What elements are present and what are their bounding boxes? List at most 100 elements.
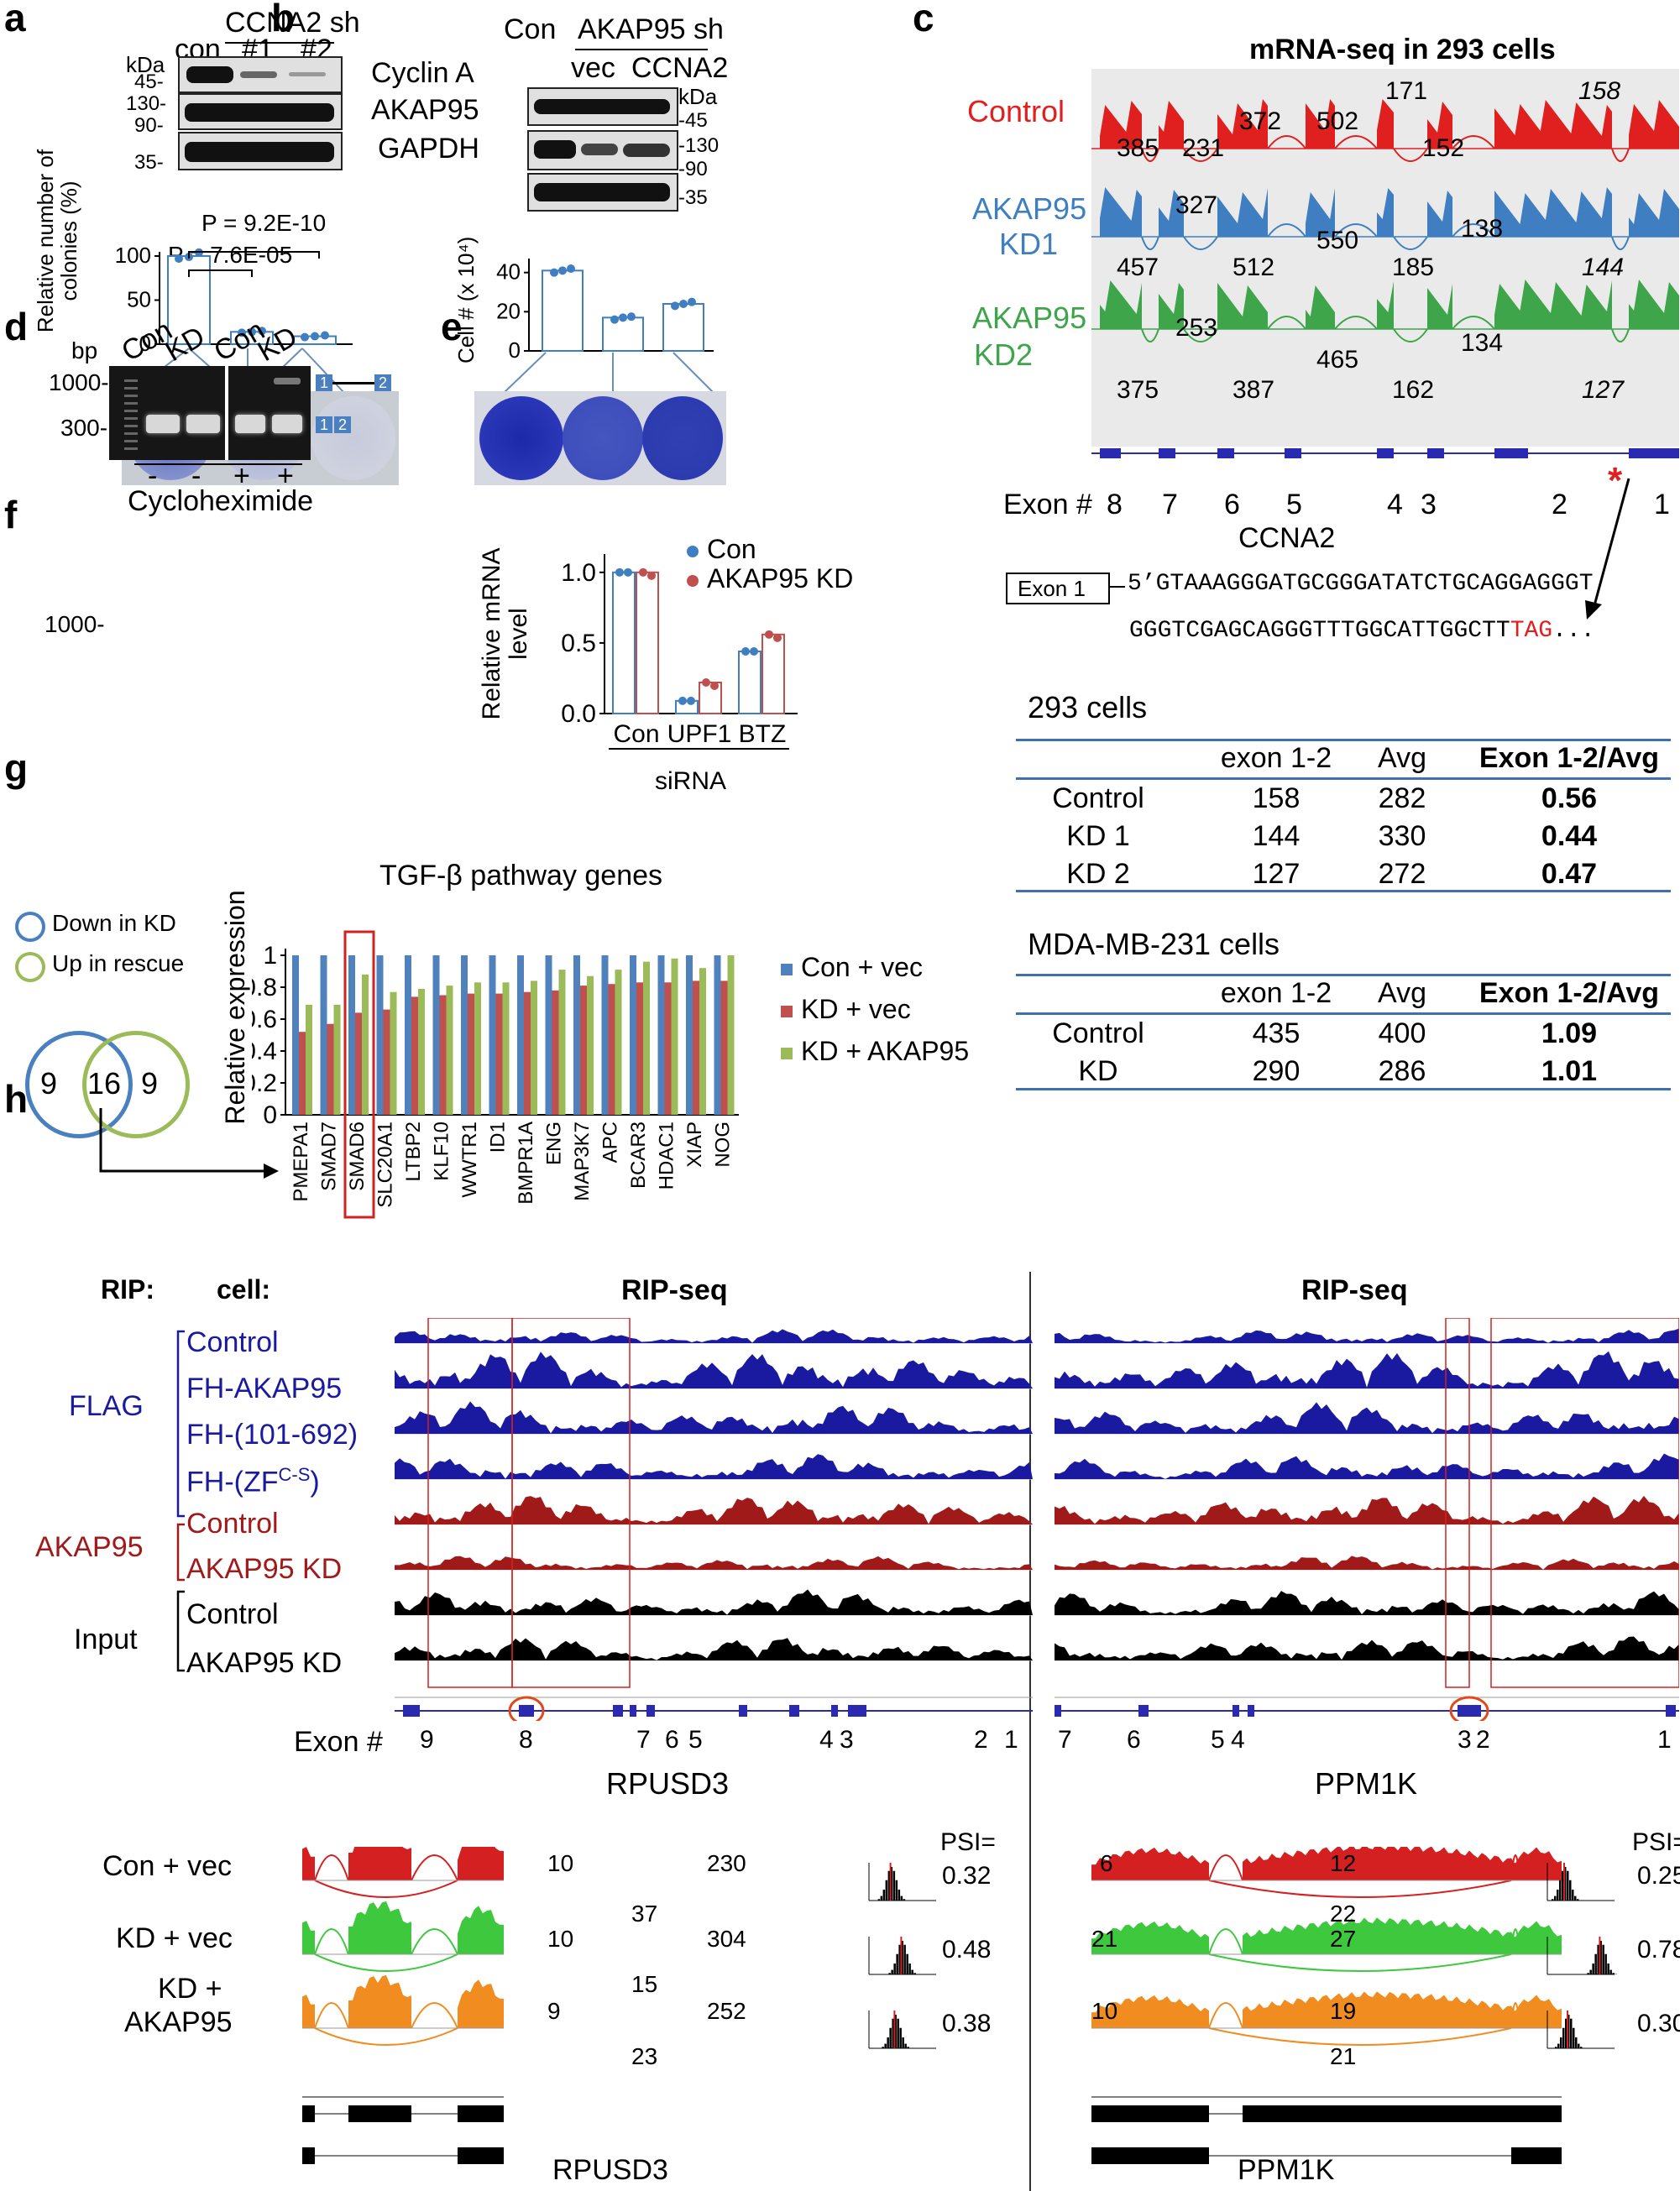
e-category-label: UPF1: [667, 720, 732, 748]
g-left-exon: [739, 1705, 747, 1717]
c-junction-arc: [1141, 148, 1159, 162]
e-point: [702, 678, 710, 687]
c-junction-arc: [1334, 316, 1378, 330]
g-left-coverage: [395, 1589, 1033, 1615]
c-table1-cell: 282: [1378, 782, 1426, 814]
a-marker-130: 130-: [126, 92, 167, 115]
g-track-label: AKAP95 KD: [186, 1553, 343, 1585]
c-exon-number: 5: [1286, 489, 1302, 520]
b-blot-cyclinA: [527, 87, 678, 126]
b-bar: [602, 316, 644, 353]
g-track-label: AKAP95 KD: [186, 1647, 343, 1679]
f-category-label: LTBP2: [402, 1122, 425, 1182]
c-junction-arc: [1611, 148, 1630, 162]
e-bar: [761, 633, 785, 714]
h-right-miso-bin: [1564, 1867, 1567, 1901]
c-table1-cell: 144: [1252, 820, 1301, 852]
g-left-exon: [403, 1705, 420, 1717]
h-right-miso-bin: [1572, 1890, 1574, 1901]
h-left-miso-bin: [899, 2027, 902, 2048]
e-point: [687, 696, 695, 705]
c-gene-exon: [1159, 448, 1175, 458]
c-junction-count: 387: [1233, 376, 1275, 404]
c-junction-count: 465: [1316, 346, 1359, 374]
c-coverage: [1159, 101, 1184, 149]
c-coverage: [1217, 283, 1268, 329]
c-junction-arc: [1452, 223, 1495, 238]
g-divider: [1029, 1272, 1031, 2191]
c-coverage: [1427, 191, 1452, 237]
h-right-junction: [1208, 2002, 1243, 2029]
h-right-miso-bin: [1552, 1899, 1554, 1901]
g-zf-close: ): [310, 1466, 320, 1498]
h-right-miso: [1547, 1863, 1615, 1901]
h-right-junction-count: 21: [1091, 1926, 1118, 1952]
h-right-miso-bin: [1569, 1880, 1572, 1901]
a-header-line: [225, 42, 334, 44]
h-left-miso-bin: [903, 1899, 906, 1901]
g-right-highlight-box: [1490, 1318, 1679, 1688]
f-venn-up: [82, 1031, 190, 1138]
c-coverage: [1377, 99, 1394, 149]
f-bar: [693, 980, 699, 1115]
b-blot-akap95: [527, 130, 678, 170]
f-bar: [714, 955, 721, 1115]
h-left-isoform-exon: [302, 2105, 315, 2122]
f-chart: 0 0.2 0.4 0.6 0.8 1 PMEPA1 SMAD7SMAD6SLC20A1LTB…: [252, 930, 739, 1219]
f-bar: [333, 1004, 341, 1115]
c-seq1: 5’GTAAAGGGATGCGGGATATCTGCAGGAGGGT: [1128, 571, 1594, 597]
c-track-label-kd1a: AKAP95: [972, 191, 1087, 226]
h-right-miso-bin: [1573, 2027, 1575, 2048]
h-right-junction-count: 22: [1330, 1901, 1357, 1927]
f-category-label: PMEPA1: [290, 1122, 312, 1202]
c-table2-cell: 435: [1252, 1017, 1301, 1049]
h-left-miso-bin: [887, 2037, 889, 2048]
h-left-miso-bin: [887, 1870, 891, 1901]
h-right-miso-bin: [1607, 1964, 1609, 1974]
f-bar: [320, 955, 327, 1115]
h-left-coverage: [458, 1906, 504, 1954]
h-right-miso-bin: [1577, 1899, 1579, 1901]
c-junction-arc: [1141, 236, 1159, 250]
f-category-label: WWTR1: [458, 1122, 481, 1198]
g-title-right: RIP-seq: [1301, 1274, 1408, 1306]
c-coverage: [1217, 188, 1268, 237]
c-table2-top-line: [1016, 974, 1671, 976]
g-gene-left: RPUSD3: [606, 1766, 730, 1801]
h-left-miso-bin: [907, 2047, 909, 2048]
g-left-coverage: [395, 1638, 1033, 1660]
h-left-isoform-exon: [458, 2147, 504, 2164]
c-exon1-text: Exon 1: [1018, 576, 1086, 601]
g-gene-right: PPM1K: [1315, 1766, 1418, 1801]
h-left-isoform-exon: [458, 2105, 504, 2122]
d-band-spliced: [272, 415, 302, 433]
d-exon-box-1b: 1: [316, 416, 332, 433]
a-band: [289, 72, 326, 76]
f-y-tick-label: 1: [263, 942, 277, 970]
h-right-miso: [1547, 1937, 1617, 1975]
c-table1-cell: 272: [1378, 858, 1426, 890]
h-right-junction: [1510, 2002, 1520, 2029]
e-xlabel: siRNA: [655, 767, 727, 795]
f-bar: [727, 955, 735, 1115]
h-left-miso-bin: [894, 2015, 897, 2048]
panel-label-f: f: [4, 493, 18, 536]
f-bar: [502, 982, 510, 1115]
c-track-label-kd2a: AKAP95: [972, 301, 1087, 335]
f-legend-swatch: [781, 964, 793, 975]
c-table1-header: Avg: [1378, 742, 1426, 774]
g-left-exon-number: 8: [519, 1726, 533, 1754]
c-table1-header: Exon 1-2/Avg: [1479, 742, 1660, 774]
c-seq2: GGGTCGAGCAGGGTTTGGCATTGGCTTTAG...: [1129, 618, 1595, 644]
g-left-coverage: [395, 1401, 1033, 1434]
c-coverage: [1306, 99, 1335, 149]
f-bar: [608, 984, 615, 1115]
c-junction-count: 550: [1316, 227, 1359, 254]
a-bracket-1: [188, 251, 320, 259]
g-right-exon-number: 1: [1657, 1726, 1672, 1754]
c-seq2b: TAG: [1510, 618, 1553, 644]
g-left-exon: [848, 1705, 866, 1717]
h-right-miso-bin: [1555, 2047, 1557, 2048]
d-intron-line: [332, 382, 374, 384]
c-table1-cell: 127: [1252, 858, 1301, 890]
